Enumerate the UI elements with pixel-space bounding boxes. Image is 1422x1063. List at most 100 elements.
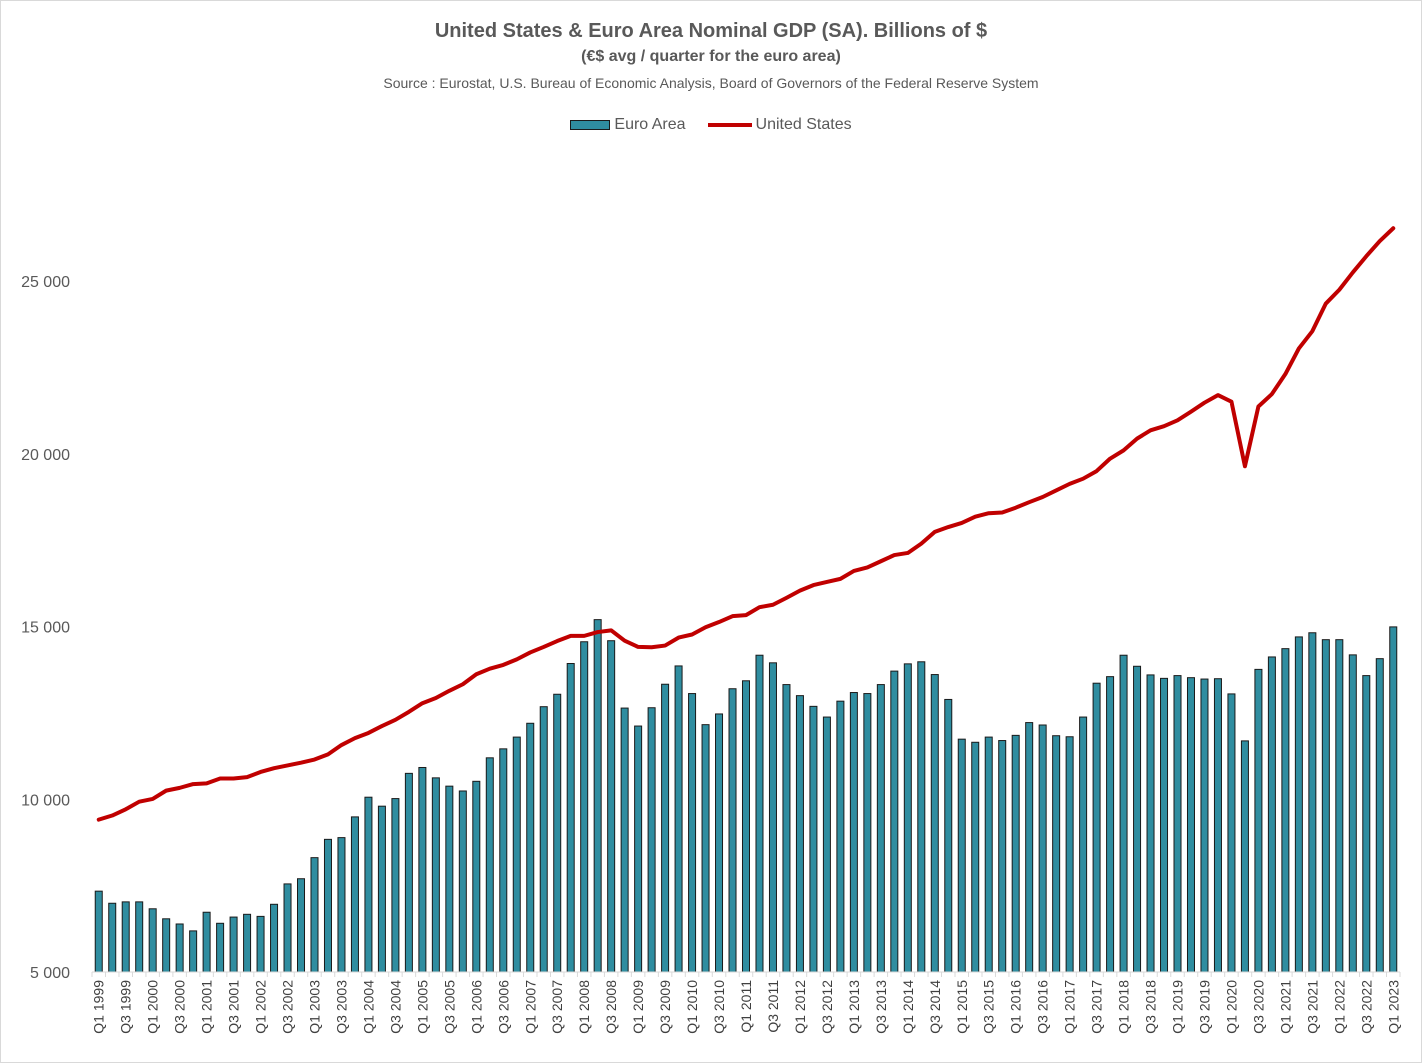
bar-euro-area <box>337 837 346 973</box>
x-tick-label: Q3 1999 <box>118 980 134 1034</box>
x-tick-label: Q3 2007 <box>549 980 565 1034</box>
bar-euro-area <box>1254 668 1263 973</box>
bar-euro-area <box>499 748 508 973</box>
bar-euro-area <box>377 805 386 973</box>
x-tick-label: Q3 2019 <box>1196 980 1212 1034</box>
legend-item-united-states: United States <box>707 116 852 134</box>
x-tick-label: Q1 2016 <box>1008 980 1024 1034</box>
y-tick-label: 15 000 <box>21 620 70 637</box>
bar-euro-area <box>1375 658 1384 973</box>
x-tick-label: Q1 2013 <box>846 980 862 1034</box>
bar-euro-area <box>1308 632 1317 973</box>
bar-euro-area <box>647 707 656 973</box>
x-tick-label: Q1 2005 <box>414 980 430 1034</box>
bar-euro-area <box>1362 675 1371 973</box>
bar-euro-area <box>121 901 130 973</box>
bar-euro-area <box>1294 636 1303 973</box>
bar-euro-area <box>1092 682 1101 973</box>
x-tick-label: Q1 2002 <box>253 980 269 1034</box>
bar-euro-area <box>323 838 332 973</box>
bar-euro-area <box>782 684 791 973</box>
x-tick-label: Q1 2019 <box>1170 980 1186 1034</box>
x-tick-label: Q3 2003 <box>333 980 349 1034</box>
bar-euro-area <box>108 902 117 973</box>
bar-euro-area <box>741 680 750 973</box>
bar-euro-area <box>930 674 939 973</box>
x-tick-label: Q3 2002 <box>280 980 296 1034</box>
bar-euro-area <box>175 923 184 973</box>
x-tick-label: Q3 2000 <box>172 980 188 1034</box>
bar-euro-area <box>1011 734 1020 973</box>
bar-euro-area <box>1240 740 1249 973</box>
bar-euro-area <box>1106 676 1115 973</box>
x-tick-label: Q3 2018 <box>1143 980 1159 1034</box>
y-tick-label: 25 000 <box>21 274 70 291</box>
x-tick-label: Q1 1999 <box>91 980 107 1034</box>
bar-euro-area <box>445 785 454 973</box>
bar-euro-area <box>512 736 521 973</box>
bar-euro-area <box>1173 675 1182 973</box>
x-tick-label: Q1 2020 <box>1223 980 1239 1034</box>
bar-euro-area <box>890 670 899 973</box>
bar-euro-area <box>1160 677 1169 973</box>
bar-euro-area <box>350 816 359 973</box>
x-tick-label: Q3 2006 <box>495 980 511 1034</box>
series-line-united-states <box>96 226 1396 822</box>
y-tick-label: 20 000 <box>21 447 70 464</box>
bar-euro-area <box>863 693 872 973</box>
x-tick-label: Q1 2021 <box>1277 980 1293 1034</box>
bar-euro-area <box>229 916 238 973</box>
bar-euro-area <box>1213 678 1222 973</box>
x-tick-label: Q1 2008 <box>576 980 592 1034</box>
bar-euro-area <box>701 724 710 973</box>
x-tick-label: Q3 2014 <box>927 980 943 1034</box>
x-tick-label: Q3 2011 <box>765 980 781 1033</box>
bar-euro-area <box>944 698 953 973</box>
x-tick-label: Q3 2012 <box>819 980 835 1034</box>
x-tick-label: Q1 2014 <box>900 980 916 1034</box>
x-tick-label: Q1 2001 <box>199 980 215 1034</box>
x-tick-label: Q3 2022 <box>1358 980 1374 1034</box>
bar-euro-area <box>836 700 845 973</box>
bar-euro-area <box>243 913 252 973</box>
bar-euro-area <box>310 857 319 973</box>
x-tick-label: Q1 2012 <box>792 980 808 1034</box>
bar-euro-area <box>1146 674 1155 973</box>
bar-euro-area <box>472 780 481 973</box>
bar-euro-area <box>674 665 683 973</box>
bar-euro-area <box>971 741 980 973</box>
bar-euro-area <box>566 663 575 973</box>
x-tick-label: Q1 2017 <box>1062 980 1078 1034</box>
bar-euro-area <box>822 716 831 973</box>
bar-euro-area <box>795 695 804 973</box>
bar-euro-area <box>256 915 265 973</box>
chart-legend: Euro Area United States <box>0 116 1422 134</box>
legend-label-euro-area: Euro Area <box>614 116 686 133</box>
x-tick-label: Q3 2001 <box>226 980 242 1034</box>
bar-euro-area <box>431 777 440 973</box>
bar-euro-area <box>688 693 697 973</box>
x-tick-label: Q3 2010 <box>711 980 727 1034</box>
bar-euro-area <box>876 684 885 973</box>
chart-source: Source : Eurostat, U.S. Bureau of Econom… <box>383 75 1039 91</box>
x-tick-label: Q3 2004 <box>387 980 403 1034</box>
bar-euro-area <box>728 688 737 973</box>
x-tick-label: Q1 2004 <box>360 980 376 1034</box>
x-tick-label: Q1 2009 <box>630 980 646 1034</box>
chart-title: United States & Euro Area Nominal GDP (S… <box>434 20 988 42</box>
bar-euro-area <box>957 738 966 973</box>
bar-euro-area <box>1038 724 1047 973</box>
x-tick-label: Q3 2015 <box>981 980 997 1034</box>
x-tick-label: Q1 2018 <box>1116 980 1132 1034</box>
bar-euro-area <box>903 663 912 973</box>
bar-euro-area <box>364 796 373 973</box>
x-tick-label: Q3 2020 <box>1250 980 1266 1034</box>
bar-euro-area <box>849 692 858 973</box>
bar-euro-area <box>1389 626 1398 973</box>
x-tick-label: Q1 2022 <box>1331 980 1347 1034</box>
bar-euro-area <box>1227 693 1236 973</box>
bar-euro-area <box>1348 654 1357 973</box>
bar-euro-area <box>1335 639 1344 973</box>
x-tick-label: Q1 2006 <box>468 980 484 1034</box>
